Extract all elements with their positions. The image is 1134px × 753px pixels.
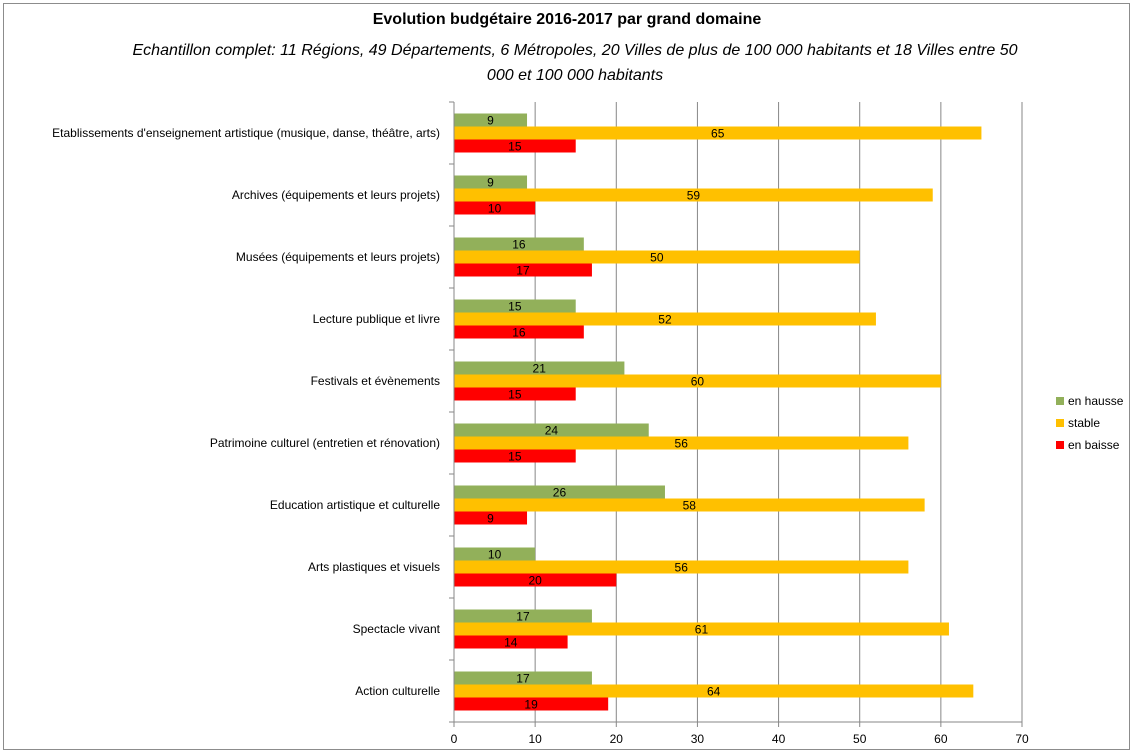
bar	[454, 374, 941, 388]
x-tick-label: 20	[610, 732, 624, 746]
data-label: 17	[516, 610, 530, 624]
data-label: 15	[508, 450, 522, 464]
legend-label: en baisse	[1068, 438, 1120, 452]
category-label: Arts plastiques et visuels	[308, 560, 440, 574]
bar	[454, 511, 528, 525]
x-tick-label: 40	[772, 732, 786, 746]
category-label: Patrimoine culturel (entretien et rénova…	[210, 436, 440, 450]
data-label: 26	[553, 486, 567, 500]
legend-label: stable	[1068, 416, 1101, 430]
data-label: 61	[695, 623, 709, 637]
bar	[454, 188, 933, 202]
bar	[454, 697, 609, 711]
data-label: 9	[487, 114, 494, 128]
data-label: 21	[533, 362, 547, 376]
bar	[454, 139, 576, 153]
category-label: Etablissements d'enseignement artistique…	[52, 126, 440, 140]
data-label: 56	[675, 437, 689, 451]
bar	[454, 237, 584, 251]
bar	[454, 436, 909, 450]
legend-item: en baisse	[1056, 434, 1123, 456]
data-label: 60	[691, 375, 705, 389]
data-label: 10	[488, 548, 502, 562]
legend-swatch	[1056, 419, 1064, 427]
x-tick-label: 30	[691, 732, 705, 746]
data-label: 56	[675, 561, 689, 575]
category-label: Festivals et évènements	[311, 374, 440, 388]
legend-label: en hausse	[1068, 394, 1124, 408]
data-label: 17	[516, 672, 530, 686]
category-label: Musées (équipements et leurs projets)	[236, 250, 440, 264]
x-tick-label: 70	[1015, 732, 1029, 746]
chart-subtitle: Echantillon complet: 11 Régions, 49 Dépa…	[132, 42, 1018, 84]
x-tick-label: 50	[853, 732, 867, 746]
bar	[454, 423, 649, 437]
bar	[454, 449, 576, 463]
data-label: 15	[508, 388, 522, 402]
legend-swatch	[1056, 397, 1064, 405]
x-tick-label: 60	[934, 732, 948, 746]
bar	[454, 560, 909, 574]
data-label: 58	[683, 499, 697, 513]
legend-item: en hausse	[1056, 390, 1123, 412]
bar	[454, 263, 592, 277]
bar	[454, 547, 536, 561]
data-label: 20	[528, 574, 542, 588]
chart-title: Evolution budgétaire 2016-2017 par grand…	[372, 11, 762, 28]
category-label: Lecture publique et livre	[313, 312, 441, 326]
data-label: 52	[658, 313, 672, 327]
bar	[454, 684, 974, 698]
bar	[454, 113, 528, 127]
category-label: Spectacle vivant	[353, 622, 441, 636]
data-label: 15	[508, 300, 522, 314]
category-label: Education artistique et culturelle	[270, 498, 440, 512]
bar	[454, 201, 536, 215]
bar	[454, 387, 576, 401]
data-label: 64	[707, 685, 721, 699]
data-label: 59	[687, 189, 701, 203]
bar	[454, 325, 584, 339]
data-label: 19	[524, 698, 538, 712]
bar	[454, 126, 982, 140]
bar	[454, 312, 876, 326]
data-label: 10	[488, 202, 502, 216]
data-label: 14	[504, 636, 518, 650]
data-label: 16	[512, 238, 526, 252]
bar	[454, 175, 528, 189]
bar	[454, 573, 617, 587]
data-label: 16	[512, 326, 526, 340]
data-label: 9	[487, 176, 494, 190]
bar	[454, 299, 576, 313]
bar	[454, 671, 592, 685]
bar	[454, 622, 949, 636]
legend-swatch	[1056, 441, 1064, 449]
data-label: 65	[711, 127, 725, 141]
chart-legend: en hausse stable en baisse	[1056, 390, 1123, 456]
data-label: 9	[487, 512, 494, 526]
category-label: Archives (équipements et leurs projets)	[232, 188, 440, 202]
bar	[454, 485, 665, 499]
bar	[454, 635, 568, 649]
bar	[454, 498, 925, 512]
bar	[454, 609, 592, 623]
legend-item: stable	[1056, 412, 1123, 434]
category-label: Action culturelle	[355, 684, 440, 698]
x-tick-label: 0	[451, 732, 458, 746]
data-label: 50	[650, 251, 664, 265]
data-label: 15	[508, 140, 522, 154]
data-label: 17	[516, 264, 530, 278]
x-tick-label: 10	[528, 732, 542, 746]
bar	[454, 361, 625, 375]
data-label: 24	[545, 424, 559, 438]
bar	[454, 250, 860, 264]
